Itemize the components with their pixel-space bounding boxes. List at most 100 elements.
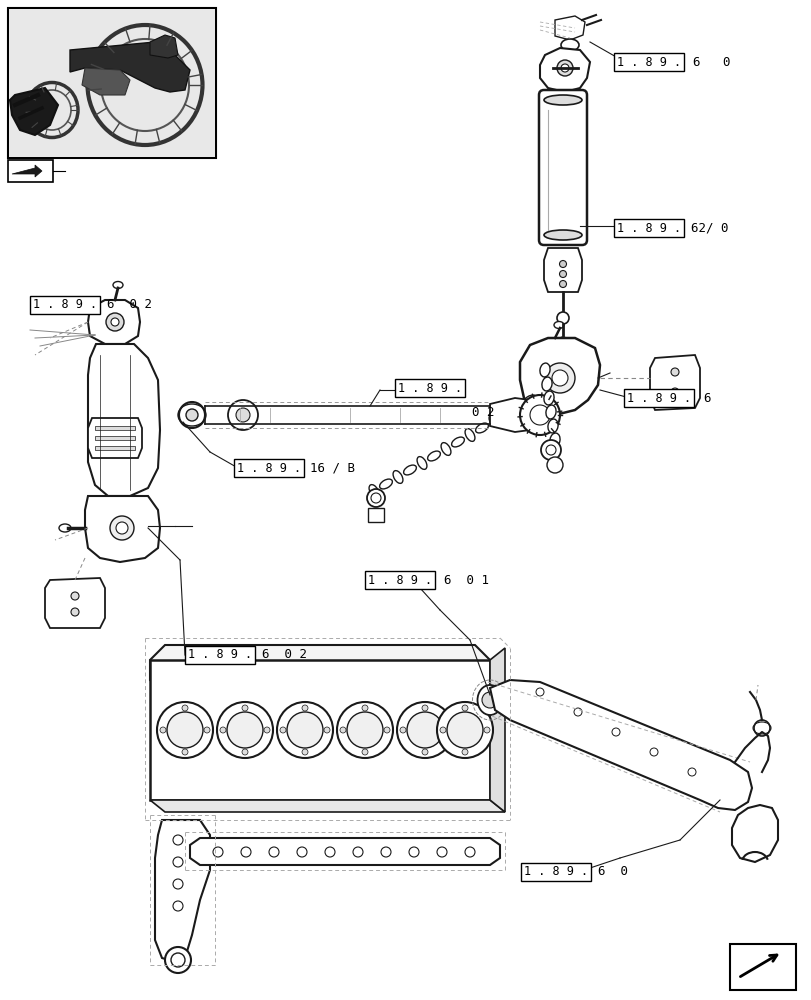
Text: 16 / B: 16 / B <box>310 462 354 475</box>
Circle shape <box>461 705 467 711</box>
Circle shape <box>106 313 124 331</box>
Ellipse shape <box>440 443 450 455</box>
Circle shape <box>165 947 191 973</box>
Circle shape <box>242 749 247 755</box>
Polygon shape <box>649 355 699 410</box>
Ellipse shape <box>451 437 464 447</box>
Ellipse shape <box>543 391 553 405</box>
Circle shape <box>670 368 678 376</box>
Circle shape <box>406 712 443 748</box>
Circle shape <box>324 727 329 733</box>
Text: 6  0 2: 6 0 2 <box>107 298 152 312</box>
Circle shape <box>173 879 182 889</box>
Polygon shape <box>150 800 504 812</box>
Circle shape <box>182 749 188 755</box>
Circle shape <box>71 608 79 616</box>
Circle shape <box>611 728 620 736</box>
Circle shape <box>436 847 446 857</box>
Ellipse shape <box>539 363 549 377</box>
Text: 1 . 8 9 .: 1 . 8 9 . <box>397 381 461 394</box>
Circle shape <box>268 847 279 857</box>
Polygon shape <box>150 660 489 800</box>
Circle shape <box>297 847 307 857</box>
Polygon shape <box>155 820 210 962</box>
Ellipse shape <box>417 457 427 469</box>
Circle shape <box>530 405 549 425</box>
Circle shape <box>277 702 333 758</box>
Circle shape <box>362 749 367 755</box>
Circle shape <box>482 692 497 708</box>
Circle shape <box>551 370 568 386</box>
Ellipse shape <box>499 409 512 419</box>
Circle shape <box>556 60 573 76</box>
Ellipse shape <box>475 423 487 433</box>
Ellipse shape <box>427 451 440 461</box>
Circle shape <box>649 748 657 756</box>
Circle shape <box>400 727 406 733</box>
Polygon shape <box>12 165 42 177</box>
Polygon shape <box>190 838 500 865</box>
Circle shape <box>116 522 128 534</box>
Circle shape <box>171 953 185 967</box>
Circle shape <box>422 705 427 711</box>
Circle shape <box>687 768 695 776</box>
Ellipse shape <box>59 524 71 532</box>
Ellipse shape <box>513 401 522 413</box>
Ellipse shape <box>541 377 551 391</box>
Circle shape <box>337 702 393 758</box>
Circle shape <box>212 847 223 857</box>
Polygon shape <box>82 68 130 95</box>
Circle shape <box>346 712 383 748</box>
Text: 1 . 8 9 .: 1 . 8 9 . <box>626 391 690 404</box>
Circle shape <box>111 318 119 326</box>
Ellipse shape <box>547 419 557 433</box>
Text: 1 . 8 9 .: 1 . 8 9 . <box>187 648 251 662</box>
Circle shape <box>173 857 182 867</box>
Circle shape <box>559 270 566 277</box>
Circle shape <box>227 712 263 748</box>
Circle shape <box>573 708 581 716</box>
Circle shape <box>440 727 445 733</box>
Polygon shape <box>70 42 190 92</box>
Polygon shape <box>88 300 139 344</box>
Ellipse shape <box>403 465 416 475</box>
Ellipse shape <box>113 282 122 288</box>
Circle shape <box>556 312 569 324</box>
Circle shape <box>409 847 418 857</box>
Circle shape <box>380 847 391 857</box>
Polygon shape <box>150 35 178 58</box>
Ellipse shape <box>393 471 402 483</box>
Circle shape <box>173 901 182 911</box>
Circle shape <box>264 727 270 733</box>
Bar <box>729 944 795 990</box>
Polygon shape <box>10 88 58 135</box>
Circle shape <box>204 727 210 733</box>
Circle shape <box>367 489 384 507</box>
Circle shape <box>286 712 323 748</box>
Circle shape <box>220 727 225 733</box>
Ellipse shape <box>477 685 502 715</box>
Ellipse shape <box>380 479 392 489</box>
Polygon shape <box>88 418 142 458</box>
Text: 1 . 8 9 .: 1 . 8 9 . <box>237 462 301 475</box>
Polygon shape <box>150 645 489 692</box>
Polygon shape <box>85 496 160 562</box>
Circle shape <box>397 702 453 758</box>
Circle shape <box>340 727 345 733</box>
Bar <box>9 9 215 157</box>
Circle shape <box>109 516 134 540</box>
Circle shape <box>535 688 543 696</box>
Circle shape <box>242 705 247 711</box>
Circle shape <box>173 835 182 845</box>
Polygon shape <box>489 398 538 432</box>
Circle shape <box>483 727 489 733</box>
Circle shape <box>436 702 492 758</box>
Circle shape <box>178 402 204 428</box>
Circle shape <box>236 408 250 422</box>
Circle shape <box>217 702 272 758</box>
Circle shape <box>302 705 307 711</box>
Text: 6  0 2: 6 0 2 <box>262 648 307 662</box>
Ellipse shape <box>553 322 564 328</box>
Ellipse shape <box>543 95 581 105</box>
Text: 1 . 8 9 .: 1 . 8 9 . <box>616 56 680 69</box>
